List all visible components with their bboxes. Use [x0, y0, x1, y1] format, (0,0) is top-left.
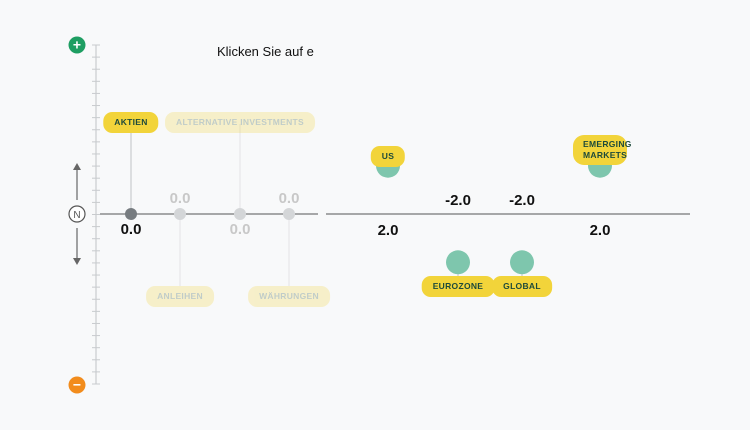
plus-icon-label: +: [73, 37, 81, 53]
neutral-icon[interactable]: [68, 205, 86, 223]
category-label-aktien[interactable]: AKTIEN: [103, 112, 159, 133]
instruction-text: Klicken Sie auf e: [217, 44, 314, 59]
value-label-aktien: 0.0: [120, 221, 142, 238]
category-label-global[interactable]: GLOBAL: [492, 276, 552, 297]
category-label-währungen[interactable]: WÄHRUNGEN: [248, 286, 330, 307]
arrow-down-head-icon: [73, 258, 81, 265]
category-label-anleihen[interactable]: ANLEIHEN: [146, 286, 214, 307]
data-point-alternative-investments[interactable]: [234, 208, 246, 220]
value-label-eurozone: -2.0: [445, 192, 471, 209]
neutral-icon-label: N: [73, 210, 80, 221]
value-label-anleihen: 0.0: [169, 190, 191, 207]
data-point-anleihen[interactable]: [174, 208, 186, 220]
category-label-emerging-markets[interactable]: EMERGING MARKETS: [573, 135, 631, 165]
data-point-eurozone[interactable]: [446, 250, 470, 275]
value-label-währungen: 0.0: [278, 190, 300, 207]
data-point-aktien[interactable]: [125, 208, 137, 220]
value-label-alternative-investments: 0.0: [229, 221, 251, 238]
category-label-us[interactable]: US: [370, 146, 406, 167]
category-label-alternative-investments[interactable]: ALTERNATIVE INVESTMENTS: [165, 112, 315, 133]
data-point-global[interactable]: [510, 250, 534, 275]
minus-icon-label: −: [73, 377, 81, 393]
value-label-emerging-markets: 2.0: [589, 222, 611, 239]
minus-icon[interactable]: [68, 376, 86, 394]
category-label-eurozone[interactable]: EUROZONE: [421, 276, 495, 297]
value-label-global: -2.0: [509, 192, 535, 209]
arrow-up-head-icon: [73, 163, 81, 170]
data-point-währungen[interactable]: [283, 208, 295, 220]
plus-icon[interactable]: [68, 36, 86, 54]
value-label-us: 2.0: [377, 222, 399, 239]
